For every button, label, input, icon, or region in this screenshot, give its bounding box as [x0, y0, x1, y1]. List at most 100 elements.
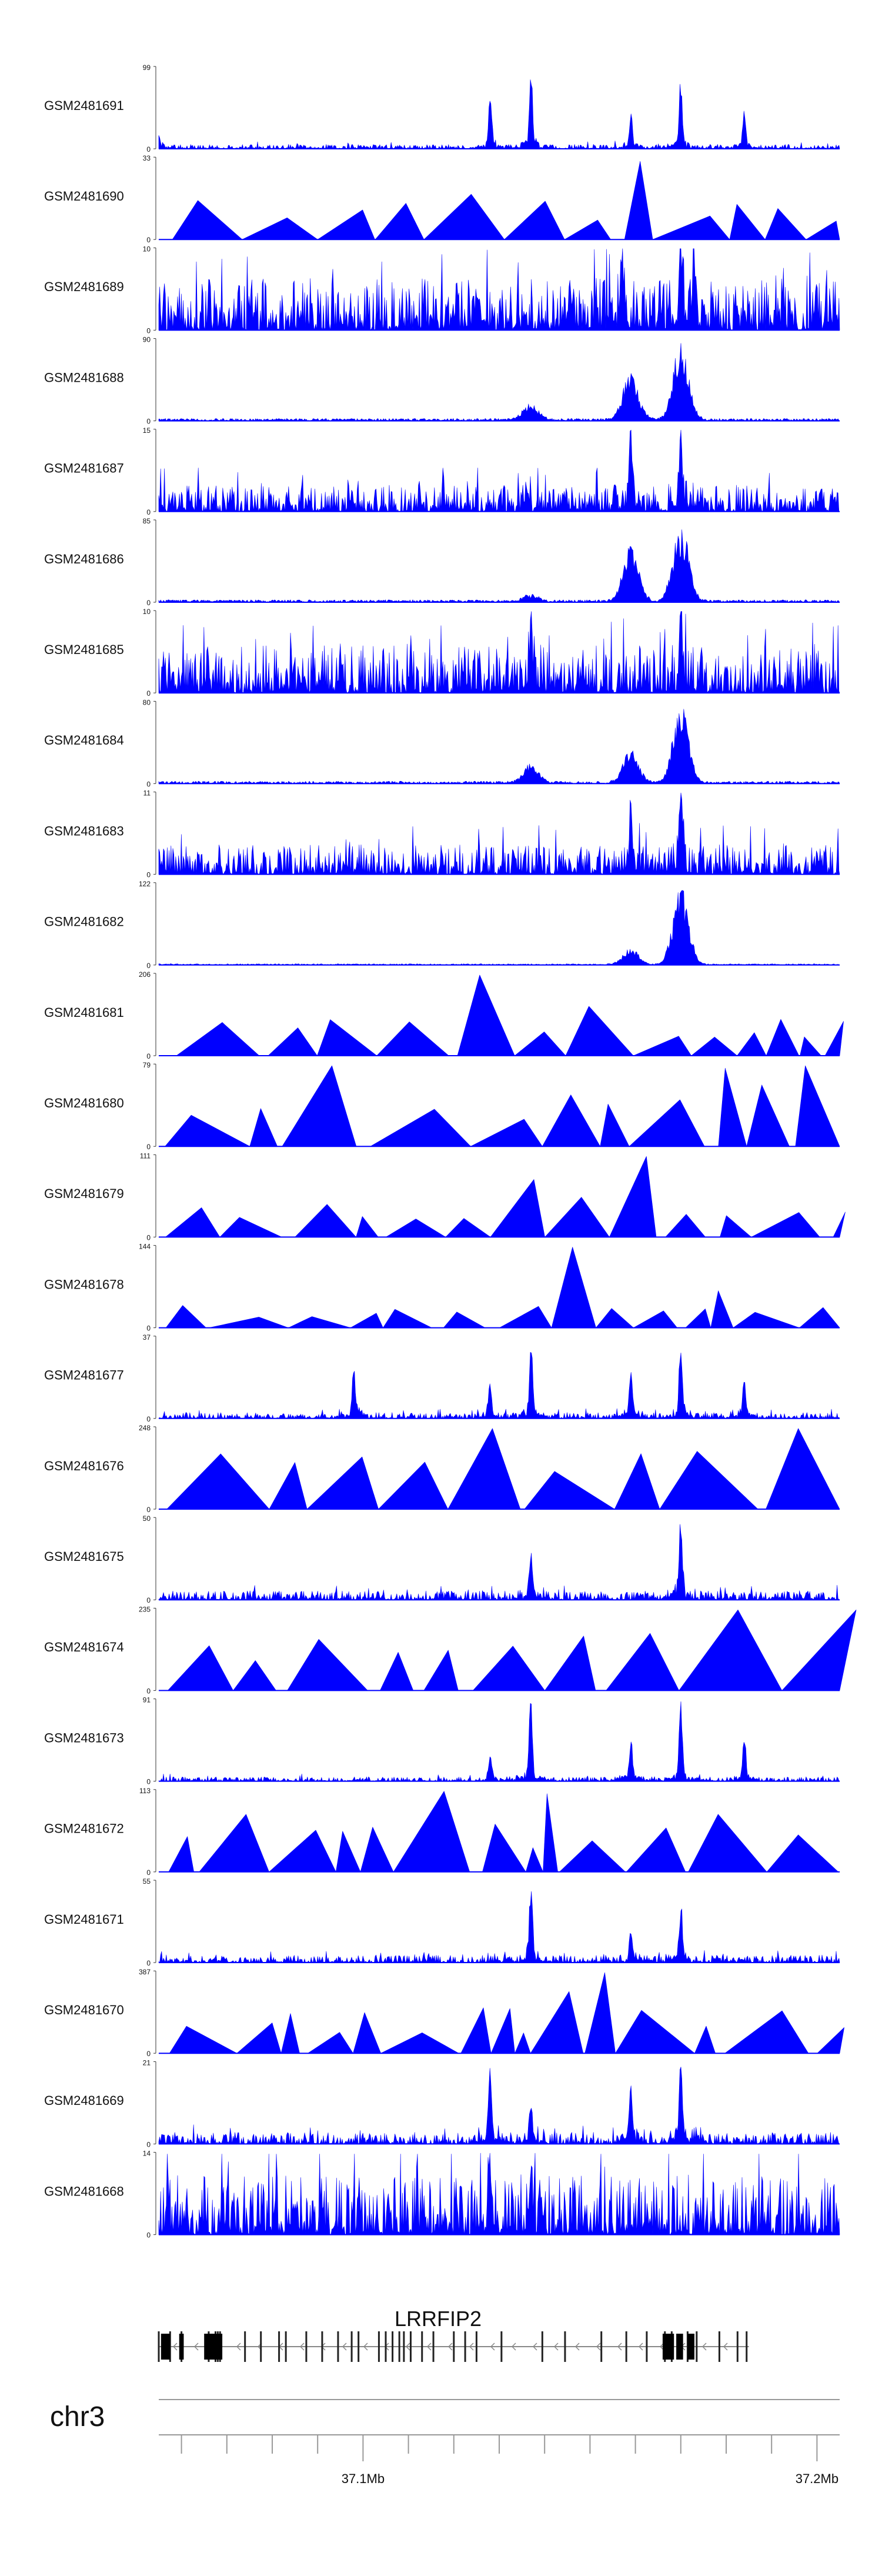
- gene-label: LRRFIP2: [395, 2307, 482, 2331]
- exon: [464, 2331, 466, 2362]
- y-max-label: 79: [143, 1061, 151, 1069]
- y-min-label: 0: [146, 418, 151, 426]
- exon: [358, 2331, 360, 2362]
- track-panel: GSM2481691990GSM2481690330GSM2481689100G…: [44, 64, 857, 2240]
- track-label: GSM2481677: [44, 1368, 124, 1383]
- exon: [541, 2331, 543, 2362]
- signal-area: [158, 79, 840, 149]
- track-label: GSM2481686: [44, 552, 124, 566]
- exon: [285, 2331, 287, 2362]
- track: GSM2481672 113 0: [44, 1787, 840, 1877]
- y-min-label: 0: [146, 326, 151, 335]
- signal-area: [158, 429, 840, 512]
- strand-arrow: [342, 2343, 347, 2351]
- exon: [409, 2331, 412, 2362]
- exon: [392, 2331, 394, 2362]
- signal-area: [158, 248, 840, 331]
- track-label: GSM2481675: [44, 1549, 124, 1564]
- y-max-label: 15: [143, 426, 151, 435]
- y-max-label: 50: [143, 1514, 151, 1523]
- track-label: GSM2481674: [44, 1640, 124, 1654]
- y-max-label: 248: [139, 1424, 151, 1432]
- y-min-label: 0: [146, 689, 151, 698]
- exon: [564, 2331, 566, 2362]
- chromosome-label: chr3: [50, 2401, 105, 2432]
- exon: [377, 2331, 380, 2362]
- y-max-label: 99: [143, 64, 151, 72]
- signal-area: [158, 890, 840, 966]
- y-max-label: 235: [139, 1605, 151, 1613]
- signal-area: [158, 1247, 840, 1328]
- y-max-label: 206: [139, 970, 151, 979]
- y-min-label: 0: [146, 599, 151, 607]
- track: GSM2481676 248 0: [44, 1424, 840, 1514]
- y-min-label: 0: [146, 1778, 151, 1786]
- track: GSM2481682 122 0: [44, 880, 840, 970]
- y-min-label: 0: [146, 1506, 151, 1514]
- track-label: GSM2481673: [44, 1730, 124, 1745]
- y-max-label: 91: [143, 1696, 151, 1704]
- signal-area: [158, 611, 840, 693]
- y-max-label: 85: [143, 517, 151, 525]
- y-max-label: 21: [143, 2058, 151, 2067]
- signal-area: [158, 1609, 857, 1691]
- exon: [500, 2331, 503, 2362]
- track: GSM2481674 235 0: [44, 1605, 857, 1695]
- strand-arrow: [363, 2343, 368, 2351]
- y-min-label: 0: [146, 1052, 151, 1060]
- y-min-label: 0: [146, 962, 151, 970]
- exon: [278, 2331, 280, 2362]
- strand-arrow: [511, 2343, 516, 2351]
- y-min-label: 0: [146, 2140, 151, 2148]
- strand-arrow: [553, 2343, 559, 2351]
- y-max-label: 80: [143, 698, 151, 706]
- strand-arrow: [596, 2343, 601, 2351]
- track-label: GSM2481679: [44, 1186, 124, 1201]
- strand-arrow: [574, 2343, 580, 2351]
- y-min-label: 0: [146, 1233, 151, 1242]
- tick-label: 37.2Mb: [796, 2471, 838, 2486]
- signal-area: [158, 1972, 844, 2054]
- strand-arrow: [426, 2343, 432, 2351]
- track-label: GSM2481669: [44, 2093, 124, 2108]
- y-min-label: 0: [146, 1868, 151, 1877]
- exon: [662, 2334, 674, 2360]
- gene-body: [158, 2331, 749, 2362]
- y-min-label: 0: [146, 1959, 151, 1967]
- strand-arrow: [193, 2343, 199, 2351]
- track-label: GSM2481671: [44, 1912, 124, 1927]
- y-max-label: 33: [143, 154, 151, 162]
- track-label: GSM2481685: [44, 642, 124, 657]
- signal-area: [158, 161, 840, 240]
- y-min-label: 0: [146, 1324, 151, 1333]
- y-max-label: 10: [143, 608, 151, 616]
- strand-arrow: [532, 2343, 537, 2351]
- y-max-label: 55: [143, 1877, 151, 1886]
- track: GSM2481680 79 0: [44, 1061, 840, 1151]
- exon: [305, 2331, 308, 2362]
- y-max-label: 111: [140, 1152, 151, 1160]
- y-min-label: 0: [146, 1415, 151, 1423]
- track-label: GSM2481681: [44, 1005, 124, 1020]
- exon: [161, 2334, 171, 2360]
- exon: [625, 2331, 627, 2362]
- y-min-label: 0: [146, 145, 151, 154]
- exon: [687, 2334, 694, 2360]
- signal-area: [158, 975, 844, 1056]
- strand-arrow: [172, 2343, 178, 2351]
- track: GSM2481675 50 0: [44, 1514, 840, 1604]
- y-max-label: 10: [143, 245, 151, 253]
- signal-area: [158, 709, 840, 784]
- track-label: GSM2481678: [44, 1277, 124, 1292]
- exon: [385, 2331, 387, 2362]
- strand-arrow: [617, 2343, 622, 2351]
- exon: [453, 2331, 455, 2362]
- y-min-label: 0: [146, 1596, 151, 1604]
- track: GSM2481681 206 0: [44, 970, 844, 1060]
- track-label: GSM2481670: [44, 2003, 124, 2017]
- y-max-label: 144: [139, 1243, 151, 1251]
- exon: [676, 2334, 683, 2360]
- signal-area: [158, 1065, 840, 1147]
- exon: [244, 2331, 246, 2362]
- track: GSM2481670 387 0: [44, 1968, 844, 2058]
